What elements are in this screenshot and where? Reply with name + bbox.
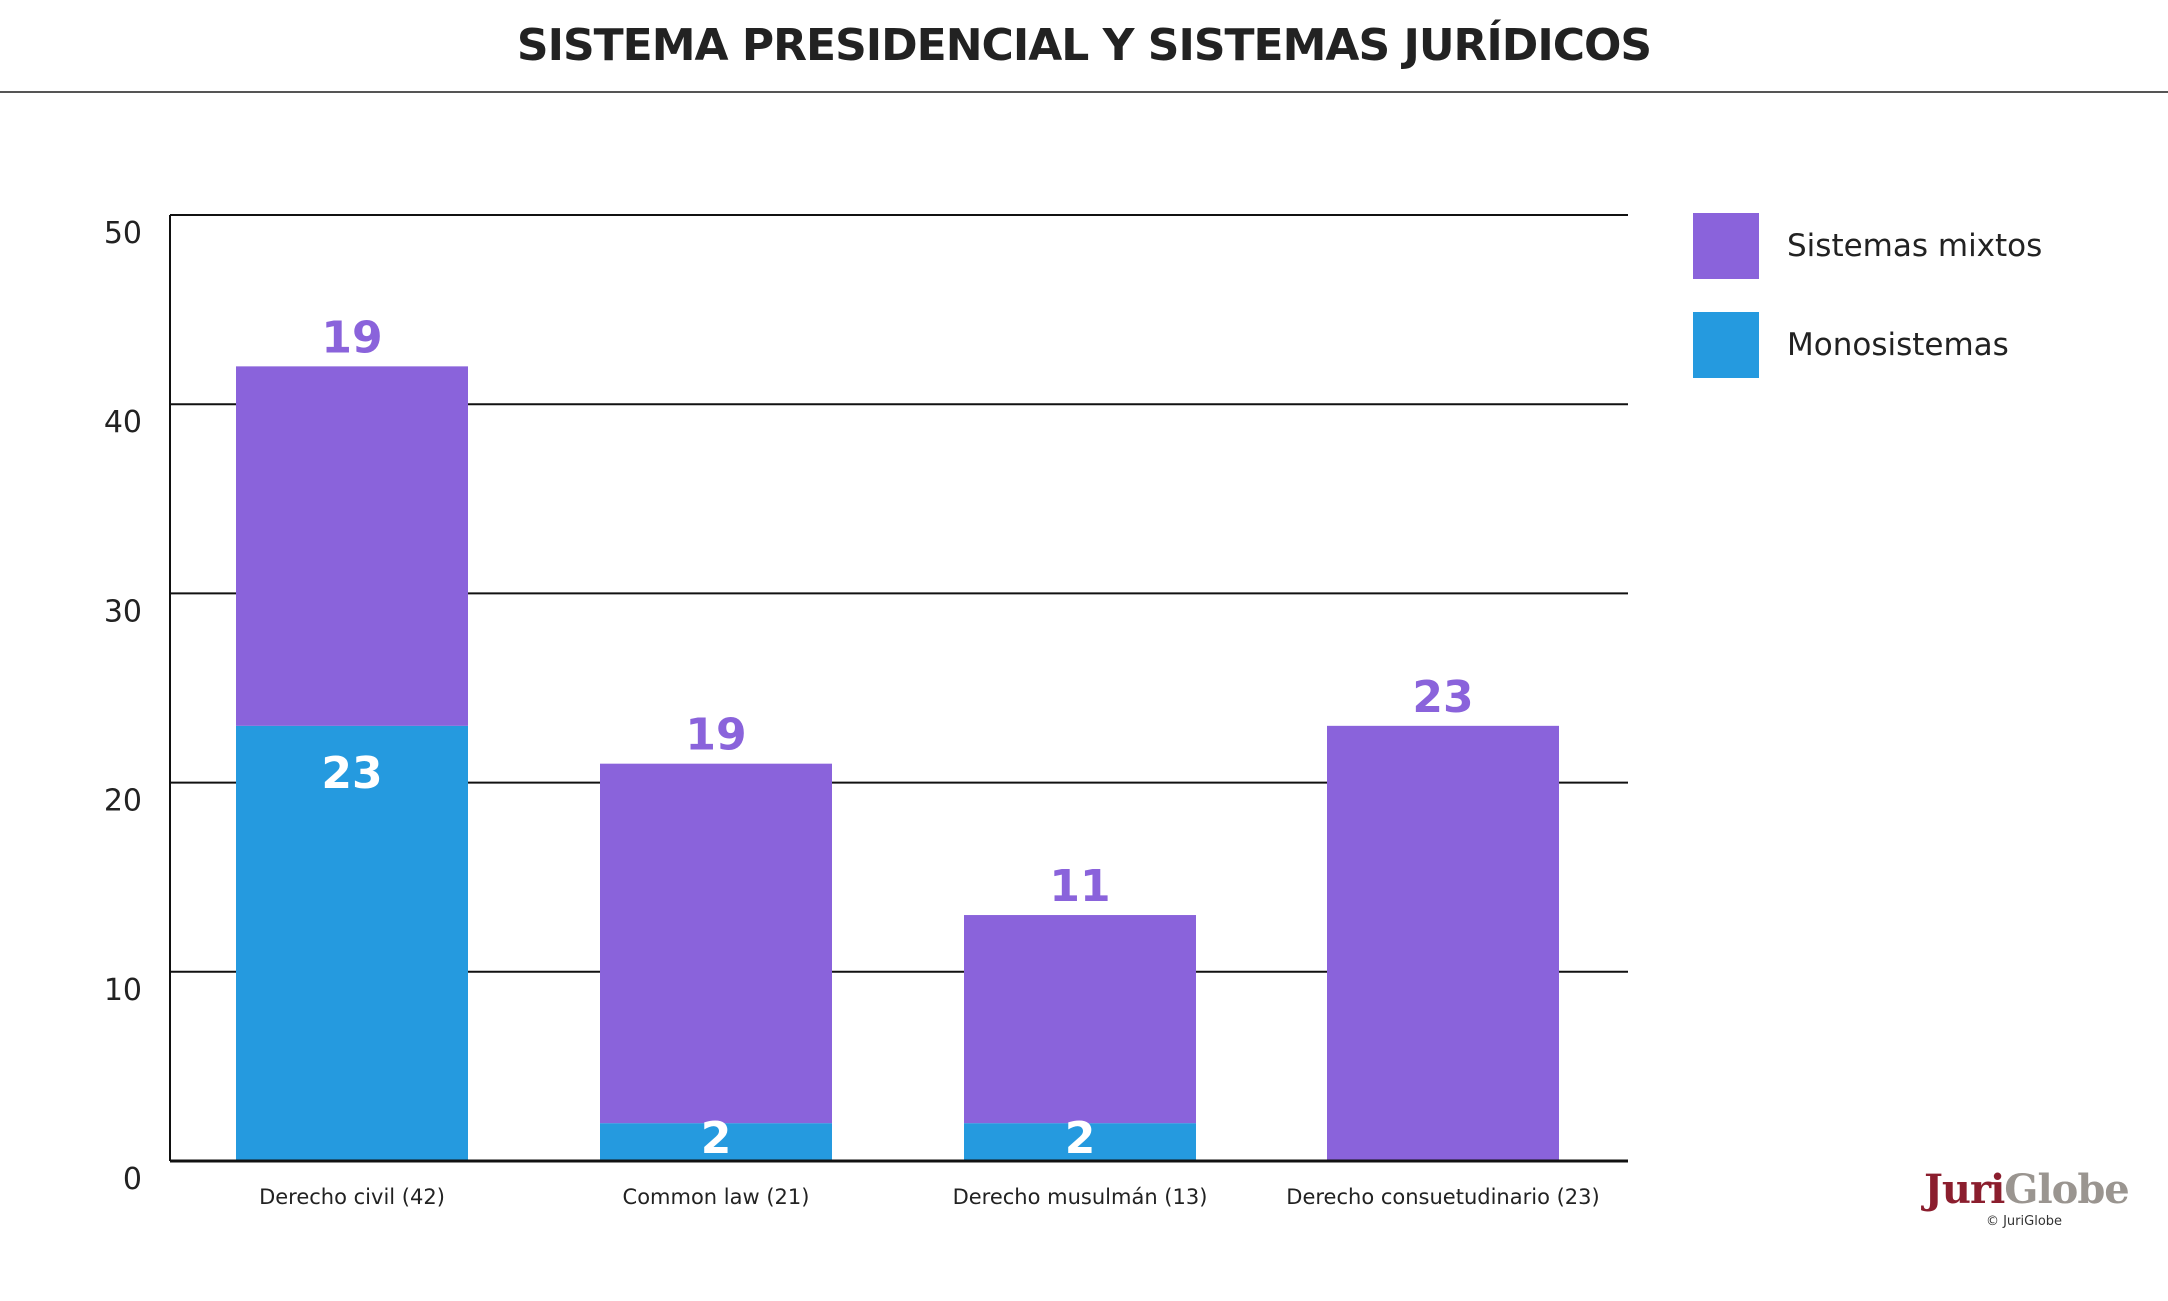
bar-sistemas-mixtos-0 xyxy=(236,366,468,726)
logo-wordmark: JuriGlobe xyxy=(1924,1166,2130,1213)
legend: Sistemas mixtos Monosistemas xyxy=(1693,213,2042,411)
y-tick-label-30: 30 xyxy=(104,594,142,629)
data-label-sistemas-mixtos-3: 23 xyxy=(1412,672,1473,723)
data-label-sistemas-mixtos-0: 19 xyxy=(321,312,382,363)
data-label-monosistemas-2: 2 xyxy=(1065,1113,1096,1164)
legend-swatch-sistemas-mixtos xyxy=(1693,213,1759,279)
y-tick-label-0: 0 xyxy=(123,1162,142,1197)
legend-label-sistemas-mixtos: Sistemas mixtos xyxy=(1787,228,2043,264)
legend-swatch-monosistemas xyxy=(1693,312,1759,378)
bar-sistemas-mixtos-2 xyxy=(964,915,1196,1124)
chart-title: SISTEMA PRESIDENCIAL Y SISTEMAS JURÍDICO… xyxy=(516,20,1652,71)
x-tick-label-2: Derecho musulmán (13) xyxy=(953,1185,1208,1209)
legend-item-sistemas-mixtos: Sistemas mixtos xyxy=(1693,213,2042,279)
y-tick-label-10: 10 xyxy=(104,973,142,1008)
bar-monosistemas-0 xyxy=(236,725,468,1161)
title-bar: SISTEMA PRESIDENCIAL Y SISTEMAS JURÍDICO… xyxy=(0,0,2168,93)
data-label-sistemas-mixtos-2: 11 xyxy=(1049,861,1110,912)
logo-globe: Globe xyxy=(2004,1166,2129,1213)
y-tick-label-50: 50 xyxy=(104,216,142,251)
logo-copyright: © JuriGlobe xyxy=(1985,1214,2063,1229)
legend-item-monosistemas: Monosistemas xyxy=(1693,312,2042,378)
y-tick-label-40: 40 xyxy=(104,405,142,440)
x-tick-label-3: Derecho consuetudinario (23) xyxy=(1286,1185,1599,1209)
data-label-monosistemas-1: 2 xyxy=(701,1113,732,1164)
juriglobe-logo: JuriGlobe © JuriGlobe xyxy=(1924,1166,2130,1230)
bar-monosistemas-2 xyxy=(964,1123,1196,1161)
data-label-sistemas-mixtos-1: 19 xyxy=(685,710,746,761)
logo-juri: Juri xyxy=(1924,1166,2005,1213)
legend-label-monosistemas: Monosistemas xyxy=(1787,327,2009,363)
x-tick-label-0: Derecho civil (42) xyxy=(259,1185,445,1209)
y-tick-label-20: 20 xyxy=(104,784,142,819)
data-label-monosistemas-0: 23 xyxy=(321,748,382,799)
bar-sistemas-mixtos-3 xyxy=(1327,725,1559,1161)
bar-sistemas-mixtos-1 xyxy=(600,763,832,1124)
bar-monosistemas-1 xyxy=(600,1123,832,1161)
x-tick-label-1: Common law (21) xyxy=(623,1185,810,1209)
